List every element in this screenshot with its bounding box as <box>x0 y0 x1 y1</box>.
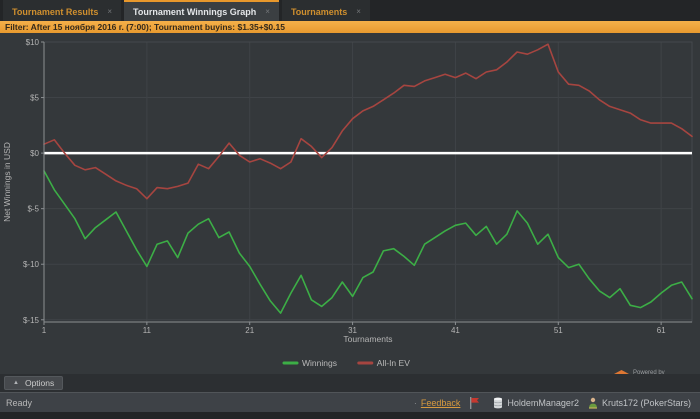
database-icon <box>493 397 503 409</box>
svg-text:31: 31 <box>348 326 357 335</box>
tab-tournaments[interactable]: Tournaments × <box>281 0 370 21</box>
status-ready-text: Ready <box>6 397 33 408</box>
options-button[interactable]: ▲ Options <box>4 376 64 390</box>
line-chart: $10$5$0$-5$-10$-151 11 21 31 41 51 61Tournamen… <box>0 33 700 374</box>
account-status[interactable]: Kruts172 (PokerStars) <box>588 397 691 409</box>
svg-text:All-In EV: All-In EV <box>377 358 410 368</box>
options-row: ▲ Options <box>0 374 700 392</box>
powered-by-text: Powered by <box>633 370 696 377</box>
svg-text:11: 11 <box>143 326 152 335</box>
tab-label: Tournament Winnings Graph <box>133 6 257 17</box>
tournament-winnings-chart: $10 $5 $0 $-5 $-10 $-15 1 11 21 31 41 51 61 Tournamen… <box>0 33 700 374</box>
chevron-up-icon: ▲ <box>13 380 19 386</box>
svg-text:$-5: $-5 <box>27 205 39 214</box>
svg-text:$10: $10 <box>26 38 40 47</box>
database-name: HoldemManager2 <box>507 397 579 408</box>
svg-text:$5: $5 <box>30 94 39 103</box>
svg-text:51: 51 <box>554 326 563 335</box>
feedback-link[interactable]: Feedback <box>420 397 461 408</box>
close-icon[interactable]: × <box>356 6 361 16</box>
status-bar: Ready · Feedback HoldemManager2 Kruts172… <box>0 392 700 412</box>
svg-text:21: 21 <box>245 326 254 335</box>
player-icon <box>588 397 598 409</box>
svg-text:61: 61 <box>657 326 666 335</box>
options-button-label: Options <box>24 378 55 388</box>
svg-text:$-15: $-15 <box>23 316 40 325</box>
tab-tournament-winnings-graph[interactable]: Tournament Winnings Graph × <box>124 0 279 21</box>
flag-icon <box>469 396 480 409</box>
bullet: · <box>413 397 417 408</box>
svg-text:1: 1 <box>42 326 47 335</box>
svg-text:Tournaments: Tournaments <box>343 334 392 344</box>
account-name: Kruts172 (PokerStars) <box>601 397 691 408</box>
svg-text:$0: $0 <box>30 149 39 158</box>
window-bottom-strip <box>0 412 700 419</box>
tab-label: Tournament Results <box>12 6 99 17</box>
close-icon[interactable]: × <box>107 6 113 16</box>
filter-bar[interactable]: Filter: After 15 ноября 2016 г. (7:00); … <box>0 21 700 33</box>
tab-tournament-results[interactable]: Tournament Results × <box>3 0 122 21</box>
close-icon[interactable]: × <box>265 6 270 16</box>
tab-bar: Tournament Results × Tournament Winnings… <box>0 0 700 21</box>
tab-label: Tournaments <box>290 6 348 17</box>
svg-text:$-10: $-10 <box>23 260 40 269</box>
svg-text:Winnings: Winnings <box>302 358 337 368</box>
svg-text:Net Winnings in USD: Net Winnings in USD <box>2 142 12 222</box>
database-status[interactable]: HoldemManager2 <box>493 397 579 409</box>
notification-flag[interactable] <box>469 396 484 409</box>
svg-text:41: 41 <box>451 326 460 335</box>
